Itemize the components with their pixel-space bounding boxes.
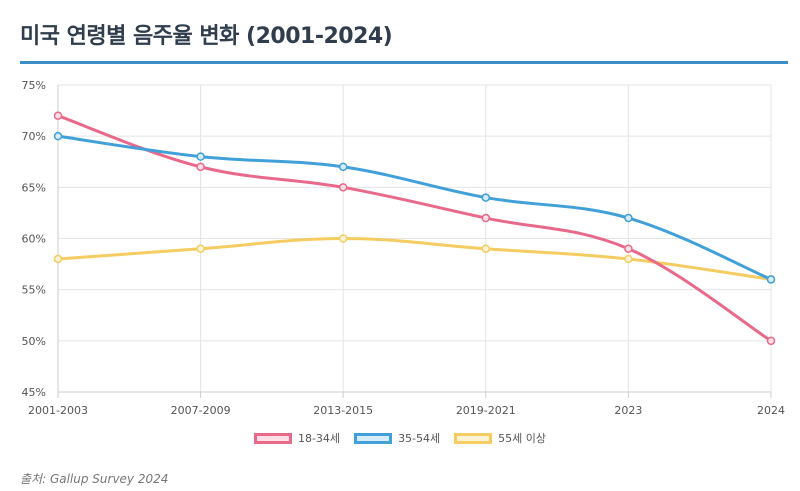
legend-swatch xyxy=(354,432,393,444)
y-tick-label: 70% xyxy=(22,130,46,143)
data-point-0-3 xyxy=(481,213,491,223)
data-point-1-3 xyxy=(481,193,491,202)
legend-item[interactable]: 55세 이상 xyxy=(454,430,546,446)
legend-item[interactable]: 18-34세 xyxy=(253,430,341,446)
series-line-0 xyxy=(56,114,773,343)
data-point-1-0 xyxy=(53,131,63,141)
data-point-1-2 xyxy=(338,162,348,172)
data-point-0-4 xyxy=(624,244,633,253)
chart-title: 미국 연령별 음주율 변화 (2001-2024) xyxy=(20,24,393,49)
x-tick-label: 2024 xyxy=(757,404,785,417)
source-note: 출처: Gallup Survey 2024 xyxy=(20,472,169,486)
data-point-1-5 xyxy=(766,275,776,284)
data-point-0-1 xyxy=(196,162,205,172)
y-tick-label: 50% xyxy=(22,335,46,348)
data-point-0-2 xyxy=(338,183,348,192)
legend-label: 18-34세 xyxy=(297,432,341,445)
y-tick-label: 65% xyxy=(22,181,46,194)
legend-label: 35-54세 xyxy=(398,432,441,445)
y-tick-label: 45% xyxy=(22,386,46,399)
y-tick-label: 55% xyxy=(22,284,46,297)
x-tick-label: 2013-2015 xyxy=(313,404,373,417)
legend-item[interactable]: 35-54세 xyxy=(354,430,440,446)
y-tick-label: 60% xyxy=(22,233,46,246)
series-line-2 xyxy=(56,237,773,281)
data-point-0-0 xyxy=(53,111,63,120)
data-point-2-0 xyxy=(53,254,63,264)
data-point-2-2 xyxy=(338,234,348,243)
x-tick-label: 2007-2009 xyxy=(171,404,231,417)
series-line-1 xyxy=(56,134,773,281)
title-underline xyxy=(20,61,788,64)
legend-swatch xyxy=(454,432,493,444)
data-point-2-4 xyxy=(624,254,633,264)
y-tick-label: 75% xyxy=(22,79,46,92)
legend-swatch xyxy=(253,432,292,444)
chart-legend: 18-34세 35-54세 55세 이상 xyxy=(0,430,800,446)
data-point-1-1 xyxy=(196,152,205,161)
line-chart: 45% 50% 55% 60% 65% 70% 75% 2001-2003 2007-2009 2… xyxy=(22,79,785,417)
data-point-2-1 xyxy=(196,244,205,253)
legend-label: 55세 이상 xyxy=(498,432,547,445)
x-tick-label: 2019-2021 xyxy=(456,404,516,417)
x-tick-label: 2023 xyxy=(614,404,642,417)
x-tick-label: 2001-2003 xyxy=(28,404,88,417)
data-point-1-4 xyxy=(624,213,633,223)
data-point-2-3 xyxy=(481,244,491,253)
data-point-0-5 xyxy=(766,336,776,346)
